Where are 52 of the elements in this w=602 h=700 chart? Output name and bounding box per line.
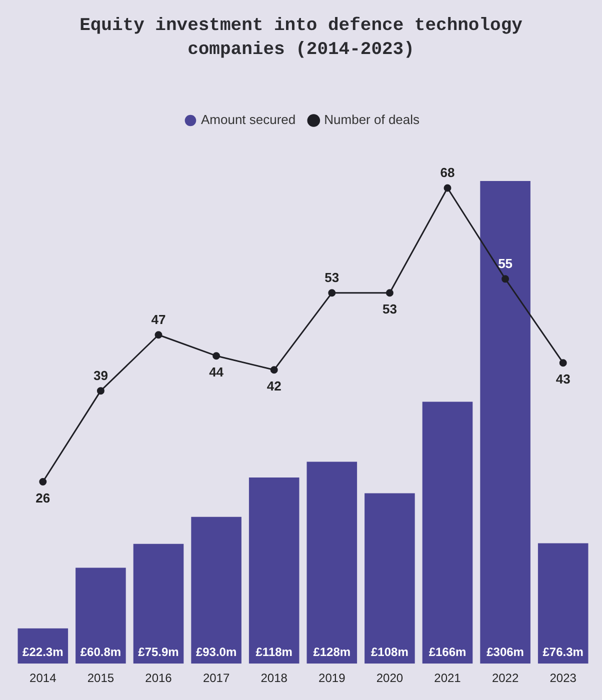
bar <box>306 462 358 664</box>
chart-title: Equity investment into defence technology companies (2014-2023) <box>78 15 524 62</box>
point <box>39 478 47 486</box>
x-tick-label: 2014 <box>30 671 57 686</box>
bar <box>364 493 415 664</box>
data-label: £128m <box>313 644 351 659</box>
bar <box>191 516 242 664</box>
data-label: 26 <box>36 490 50 506</box>
bar <box>480 181 530 664</box>
data-label: 68 <box>440 165 455 180</box>
data-label: £75.9m <box>138 644 179 659</box>
data-label: £108m <box>371 644 408 659</box>
data-label: 44 <box>209 364 224 380</box>
bar <box>76 568 126 664</box>
point <box>96 387 104 395</box>
data-label: £118m <box>256 644 292 659</box>
bar <box>538 543 588 664</box>
x-tick-label: 2019 <box>318 671 346 686</box>
x-tick-label: 2023 <box>550 671 577 686</box>
data-label: 43 <box>556 371 570 386</box>
point <box>154 331 162 339</box>
x-tick-label: 2016 <box>145 671 172 686</box>
x-tick-label: 2021 <box>434 671 462 686</box>
data-label: £306m <box>486 644 524 659</box>
data-label: £60.8m <box>80 644 122 659</box>
data-label: £93.0m <box>196 644 237 659</box>
data-label: 42 <box>266 378 282 394</box>
data-label: 53 <box>324 270 340 285</box>
data-label: 47 <box>151 312 166 327</box>
legend-label: Amount secured <box>200 112 296 128</box>
bar <box>422 402 473 664</box>
data-label: 39 <box>93 368 108 383</box>
data-label: 55 <box>498 256 513 271</box>
x-tick-label: 2020 <box>376 671 404 686</box>
legend-label: Number of deals <box>324 112 420 128</box>
data-label: £166m <box>428 644 466 659</box>
bar <box>248 478 300 664</box>
bar <box>133 544 184 664</box>
point <box>386 289 394 297</box>
x-tick-label: 2018 <box>260 671 288 686</box>
x-tick-label: 2015 <box>87 671 114 686</box>
x-tick-label: 2017 <box>202 671 230 686</box>
point <box>270 366 278 374</box>
point <box>444 184 452 192</box>
point <box>559 359 567 367</box>
point <box>328 289 336 297</box>
x-tick-label: 2022 <box>492 671 519 686</box>
point <box>212 352 220 360</box>
data-label: £22.3m <box>22 644 64 659</box>
data-label: 53 <box>382 301 397 316</box>
point <box>502 275 510 283</box>
data-label: £76.3m <box>542 644 584 659</box>
